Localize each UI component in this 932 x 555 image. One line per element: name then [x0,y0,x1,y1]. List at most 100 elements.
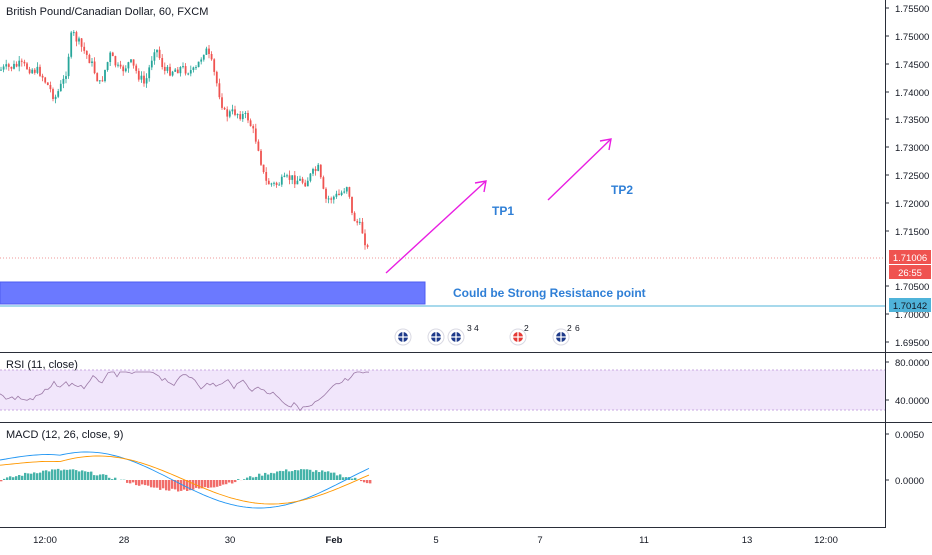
candle-body [11,67,13,69]
price-tick: 1.75000 [895,32,929,43]
macd-bar [93,475,95,480]
macd-bar [114,478,116,480]
candle-body [185,66,187,73]
candle-body [177,70,179,74]
event-count: 2 [524,323,529,333]
candle-body [356,221,358,223]
arrow-tp1[interactable] [386,181,486,273]
macd-bar [351,479,353,480]
candle-body [195,67,197,68]
rsi-tick: 40.0000 [895,396,929,407]
candle-body [31,70,33,74]
macd-bar [288,471,290,480]
candle-body [50,85,52,89]
macd-tick: 0.0050 [895,430,924,441]
candle-body [122,67,124,72]
candle-body [52,89,54,99]
candle-body [351,197,353,213]
macd-bar [12,477,14,480]
candle-body [294,175,296,184]
candle-body [120,65,122,67]
candle-body [115,56,117,65]
price-tick: 1.74500 [895,60,929,71]
candle-body [234,109,236,115]
macd-bar [105,475,107,480]
candle-body [8,64,10,67]
macd-bar [192,480,194,490]
candle-body [130,59,132,62]
candle-body [133,59,135,65]
macd-bar [330,473,332,480]
macd-bar [81,470,83,480]
candle-body [107,62,109,70]
candle-body [299,179,301,181]
candle-body [55,97,57,99]
price-tick: 1.71500 [895,227,929,238]
macd-bar [72,469,74,480]
macd-title[interactable]: MACD (12, 26, close, 9) [6,429,123,441]
candle-body [117,65,119,66]
event-count: 3 [467,323,472,333]
candle-body [3,67,5,70]
macd-bar [273,473,275,480]
tp2-label: TP2 [611,183,633,197]
candle-body [242,114,244,119]
rsi-title[interactable]: RSI (11, close) [6,359,78,371]
candle-body [219,83,221,97]
time-tick: 5 [433,535,438,546]
candle-body [13,64,15,69]
macd-bar [51,469,53,480]
candle-body [291,175,293,180]
macd-bar [360,480,362,481]
candle-body [304,183,306,187]
arrow-tp2[interactable] [548,139,611,200]
macd-bar [57,469,59,480]
price-tick: 1.73500 [895,115,929,126]
candle-body [278,185,280,186]
time-tick: 7 [537,535,542,546]
candle-body [78,38,80,41]
candle-body [232,109,234,111]
candle-body [343,192,345,193]
macd-bar [183,480,185,490]
candle-body [229,111,231,116]
time-tick: 11 [639,535,649,546]
candle-body [109,53,111,62]
candle-body [312,169,314,174]
resistance-zone[interactable] [0,282,425,304]
macd-bar [195,480,197,488]
macd-bar [96,475,98,480]
candle-body [247,113,249,120]
candle-body [359,222,361,223]
candle-body [138,71,140,80]
countdown-value: 26:55 [898,268,922,279]
macd-tick: 0.0000 [895,476,924,487]
candle-body [245,113,247,114]
candle-body [325,189,327,199]
candle-body [284,176,286,177]
candle-body [91,62,93,64]
macd-bar [165,480,167,490]
macd-bar [339,474,341,480]
macd-bar [207,480,209,488]
price-tick: 1.73000 [895,143,929,154]
candle-body [213,59,215,72]
candle-body [21,61,23,62]
macd-bar [144,480,146,485]
macd-bar [279,471,281,480]
candle-body [276,183,278,185]
candle-body [159,50,161,58]
candle-body [367,245,369,247]
chart-title[interactable]: British Pound/Canadian Dollar, 60, FXCM [6,6,208,18]
macd-bar [258,474,260,480]
macd-bar [9,476,11,480]
candle-body [104,70,106,81]
candle-body [151,61,153,68]
candle-body [226,109,228,116]
candle-body [302,179,304,183]
event-count: 6 [575,323,580,333]
macd-bar [219,480,221,486]
candle-body [141,76,143,80]
